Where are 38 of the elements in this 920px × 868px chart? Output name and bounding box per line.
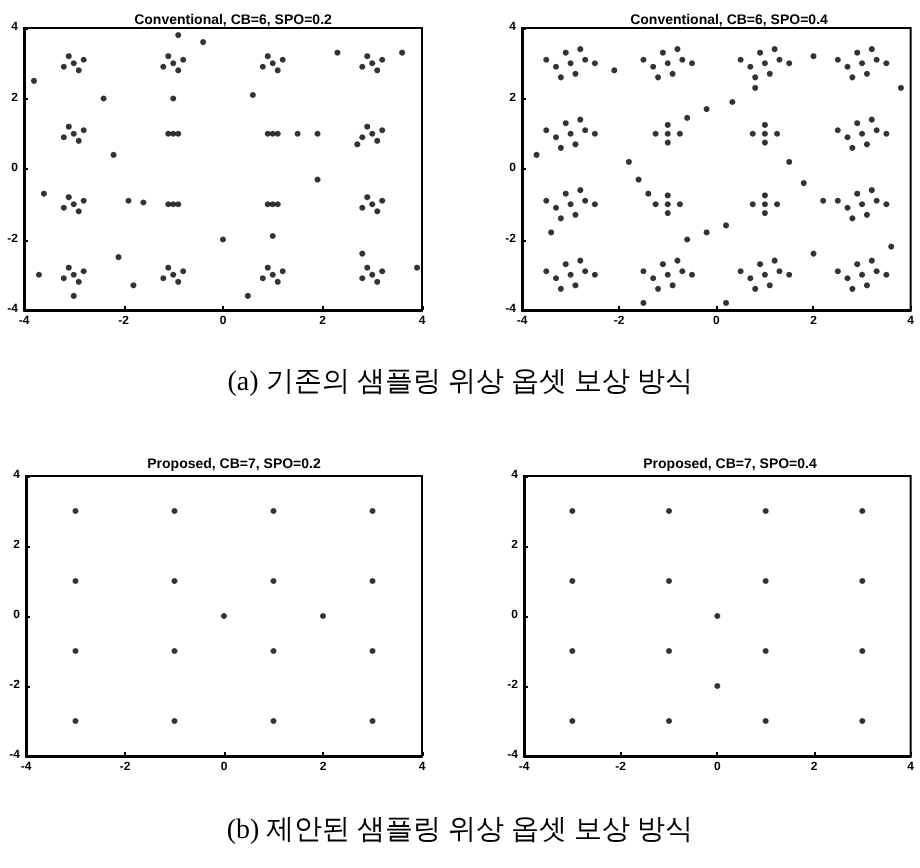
point	[270, 718, 277, 724]
point	[171, 578, 178, 584]
point	[859, 718, 866, 724]
point	[72, 578, 79, 584]
point	[666, 578, 672, 584]
point	[859, 578, 866, 584]
point	[666, 648, 672, 654]
point	[270, 508, 277, 514]
point	[859, 508, 866, 514]
text: (b) 제안된 샘플링 위상 옵셋 보상 방식	[224, 814, 696, 848]
point	[369, 578, 376, 584]
point	[714, 683, 721, 689]
point	[171, 508, 178, 514]
point	[270, 648, 277, 654]
point	[762, 648, 769, 654]
point	[859, 648, 866, 654]
point	[666, 508, 672, 514]
point	[714, 613, 721, 619]
point	[221, 613, 227, 619]
point	[72, 508, 79, 514]
point	[569, 648, 576, 654]
point	[270, 578, 277, 584]
point	[369, 508, 376, 514]
point	[72, 718, 79, 724]
point	[320, 613, 326, 619]
point	[762, 578, 769, 584]
point	[72, 648, 79, 654]
point	[569, 508, 576, 514]
point	[666, 718, 672, 724]
point	[369, 718, 376, 724]
point	[171, 718, 178, 724]
point	[569, 578, 576, 584]
point	[171, 648, 178, 654]
point	[762, 718, 769, 724]
point	[569, 718, 576, 724]
text: (a) 기존의 샘플링 위상 옵셋 보상 방식	[225, 366, 695, 400]
point	[762, 508, 769, 514]
point	[369, 648, 376, 654]
